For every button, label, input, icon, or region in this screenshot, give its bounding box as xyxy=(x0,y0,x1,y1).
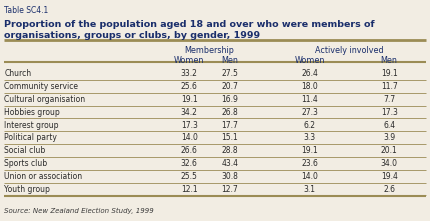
Text: 11.4: 11.4 xyxy=(301,95,318,104)
Text: Political party: Political party xyxy=(4,133,57,143)
Text: 12.7: 12.7 xyxy=(222,185,238,194)
Text: 25.5: 25.5 xyxy=(181,172,198,181)
Text: Community service: Community service xyxy=(4,82,78,91)
Text: Men: Men xyxy=(381,56,398,65)
Text: 7.7: 7.7 xyxy=(383,95,395,104)
Text: Sports club: Sports club xyxy=(4,159,47,168)
Text: 33.2: 33.2 xyxy=(181,69,198,78)
Text: Women: Women xyxy=(295,56,325,65)
Text: 6.2: 6.2 xyxy=(304,121,316,130)
Text: 25.6: 25.6 xyxy=(181,82,198,91)
Text: Social club: Social club xyxy=(4,146,46,155)
Text: 17.7: 17.7 xyxy=(221,121,239,130)
Text: Men: Men xyxy=(221,56,239,65)
Text: 43.4: 43.4 xyxy=(221,159,239,168)
Text: 3.1: 3.1 xyxy=(304,185,316,194)
Text: 26.4: 26.4 xyxy=(301,69,318,78)
Text: 17.3: 17.3 xyxy=(181,121,198,130)
Text: 6.4: 6.4 xyxy=(383,121,395,130)
Text: 20.1: 20.1 xyxy=(381,146,397,155)
Text: 16.9: 16.9 xyxy=(221,95,239,104)
Text: Source: New Zealand Election Study, 1999: Source: New Zealand Election Study, 1999 xyxy=(4,208,154,214)
Text: 2.6: 2.6 xyxy=(383,185,395,194)
Text: 32.6: 32.6 xyxy=(181,159,198,168)
Text: 19.1: 19.1 xyxy=(301,146,318,155)
Text: 14.0: 14.0 xyxy=(301,172,318,181)
Text: 30.8: 30.8 xyxy=(221,172,239,181)
Text: 26.8: 26.8 xyxy=(222,108,238,117)
Text: Hobbies group: Hobbies group xyxy=(4,108,60,117)
Text: 3.9: 3.9 xyxy=(383,133,395,143)
Text: Table SC4.1: Table SC4.1 xyxy=(4,6,49,15)
Text: 20.7: 20.7 xyxy=(221,82,239,91)
Text: organisations, groups or clubs, by gender, 1999: organisations, groups or clubs, by gende… xyxy=(4,31,261,40)
Text: 17.3: 17.3 xyxy=(381,108,398,117)
Text: 19.1: 19.1 xyxy=(181,95,197,104)
Text: 27.3: 27.3 xyxy=(301,108,318,117)
Text: 15.1: 15.1 xyxy=(222,133,238,143)
Text: Membership: Membership xyxy=(185,46,234,55)
Text: 27.5: 27.5 xyxy=(221,69,239,78)
Text: Church: Church xyxy=(4,69,31,78)
Text: 18.0: 18.0 xyxy=(301,82,318,91)
Text: 34.2: 34.2 xyxy=(181,108,198,117)
Text: 34.0: 34.0 xyxy=(381,159,398,168)
Text: Proportion of the population aged 18 and over who were members of: Proportion of the population aged 18 and… xyxy=(4,20,375,29)
Text: 23.6: 23.6 xyxy=(301,159,318,168)
Text: Interest group: Interest group xyxy=(4,121,59,130)
Text: Women: Women xyxy=(174,56,204,65)
Text: 26.6: 26.6 xyxy=(181,146,198,155)
Text: 19.4: 19.4 xyxy=(381,172,398,181)
Text: Youth group: Youth group xyxy=(4,185,50,194)
Text: 3.3: 3.3 xyxy=(304,133,316,143)
Text: 11.7: 11.7 xyxy=(381,82,397,91)
Text: 12.1: 12.1 xyxy=(181,185,197,194)
Text: Actively involved: Actively involved xyxy=(315,46,384,55)
Text: Union or association: Union or association xyxy=(4,172,83,181)
Text: 19.1: 19.1 xyxy=(381,69,397,78)
Text: Cultural organisation: Cultural organisation xyxy=(4,95,86,104)
Text: 14.0: 14.0 xyxy=(181,133,198,143)
Text: 28.8: 28.8 xyxy=(222,146,238,155)
